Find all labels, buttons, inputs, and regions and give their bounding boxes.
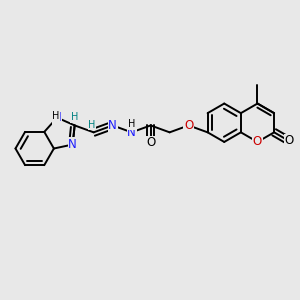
Text: O: O xyxy=(184,119,193,132)
Text: N: N xyxy=(127,126,136,139)
Text: H: H xyxy=(71,112,78,122)
Text: O: O xyxy=(253,135,262,148)
Text: N: N xyxy=(68,138,77,151)
Text: H: H xyxy=(52,111,59,121)
Text: O: O xyxy=(284,134,294,147)
Text: N: N xyxy=(108,119,117,132)
Text: H: H xyxy=(128,119,135,129)
Text: H: H xyxy=(88,120,96,130)
Text: N: N xyxy=(53,111,62,124)
Text: O: O xyxy=(146,136,155,149)
